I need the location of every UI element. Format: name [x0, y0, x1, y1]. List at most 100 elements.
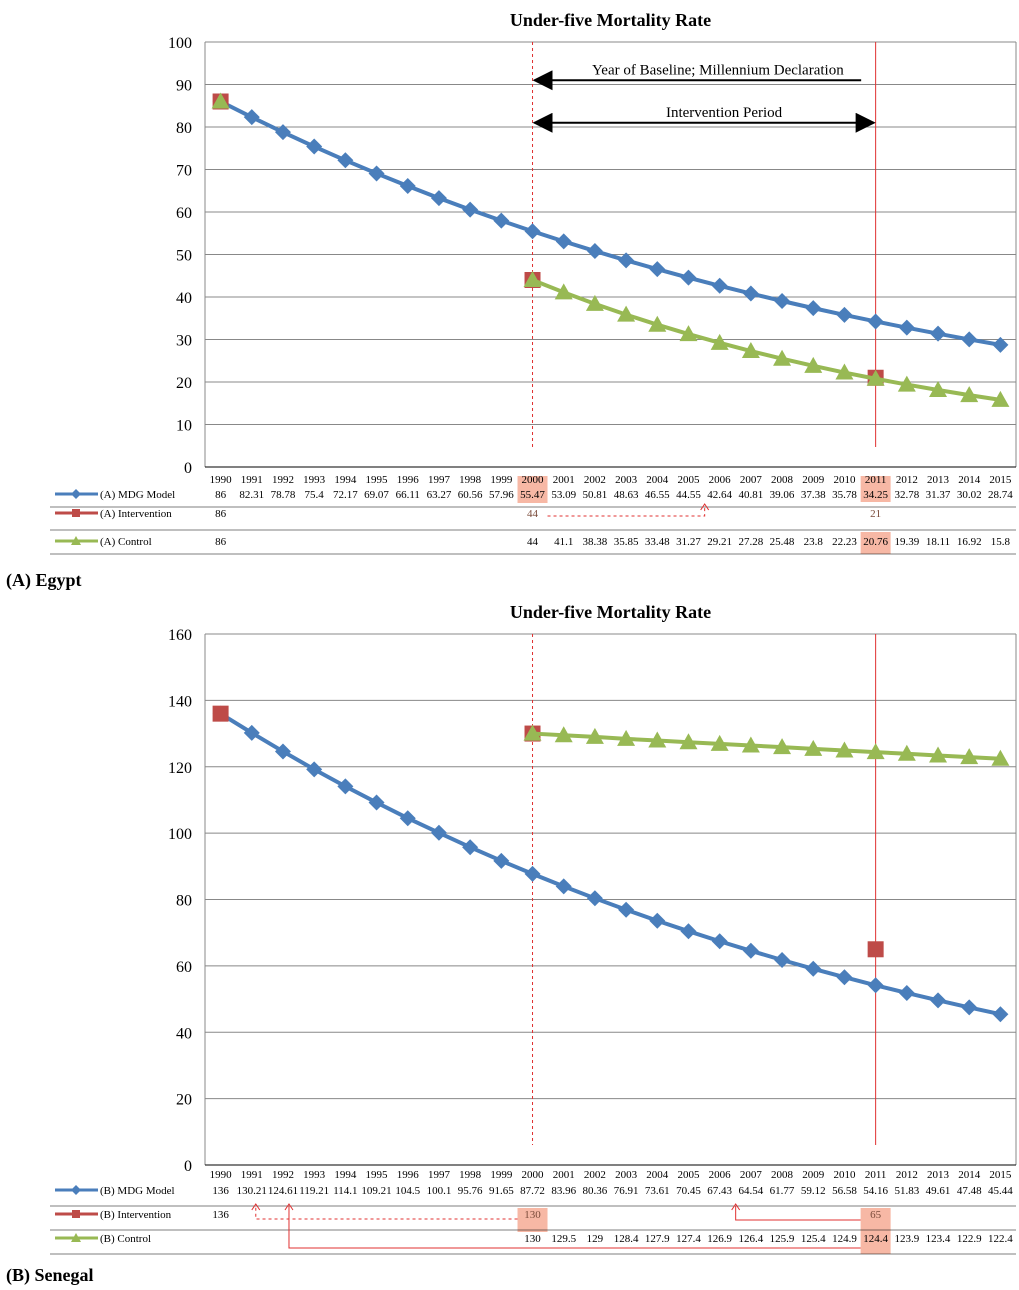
data-point-triangle [991, 390, 1010, 407]
data-point-diamond [711, 277, 728, 294]
y-tick-label: 40 [176, 290, 192, 307]
data-point-triangle [679, 733, 698, 750]
data-point-triangle [773, 738, 792, 755]
table-cell: 119.21 [299, 1185, 329, 1197]
table-cell: 50.81 [583, 489, 608, 501]
table-cell: 30.02 [957, 489, 982, 501]
y-tick-label: 60 [176, 959, 192, 976]
data-point-diamond [524, 223, 541, 240]
data-point-triangle [835, 363, 854, 380]
data-point-diamond [399, 810, 416, 827]
data-point-triangle [710, 734, 729, 751]
data-point-diamond [618, 252, 635, 269]
data-point-diamond [586, 243, 603, 260]
data-point-triangle [211, 92, 230, 109]
data-point-triangle [523, 724, 542, 741]
table-cell: 78.78 [271, 489, 296, 501]
table-cell: 72.17 [333, 489, 358, 501]
y-tick-label: 100 [168, 826, 192, 843]
data-point-triangle [960, 386, 979, 403]
y-tick-label: 120 [168, 760, 192, 777]
table-cell: 15.8 [991, 536, 1011, 548]
x-tick-label: 1999 [490, 474, 513, 486]
table-cell: 31.37 [926, 489, 951, 501]
table-cell: 31.27 [676, 536, 701, 548]
data-point-diamond [337, 152, 354, 169]
table-cell: 125.9 [770, 1233, 795, 1245]
y-tick-label: 100 [168, 35, 192, 52]
table-cell: 47.48 [957, 1185, 982, 1197]
x-tick-label: 2010 [833, 1169, 856, 1181]
legend-label: (A) MDG Model [100, 489, 175, 501]
table-cell: 124.4 [863, 1233, 888, 1245]
table-cell: 60.56 [458, 489, 483, 501]
y-tick-label: 40 [176, 1025, 192, 1042]
table-cell: 100.1 [427, 1185, 452, 1197]
table-cell: 75.4 [305, 489, 325, 501]
table-cell: 130.21 [237, 1185, 267, 1197]
x-tick-label: 2007 [740, 1169, 763, 1181]
table-cell: 125.4 [801, 1233, 826, 1245]
table-cell: 39.06 [770, 489, 795, 501]
data-point-triangle [929, 381, 948, 398]
data-point-diamond [680, 269, 697, 286]
table-cell: 114.1 [333, 1185, 357, 1197]
table-cell: 20.76 [863, 536, 888, 548]
table-cell: 16.92 [957, 536, 982, 548]
x-tick-label: 2011 [865, 474, 887, 486]
data-point-diamond [774, 292, 791, 309]
x-tick-label: 2002 [584, 474, 606, 486]
data-point-triangle [960, 748, 979, 765]
data-point-triangle [804, 356, 823, 373]
data-point-diamond [649, 912, 666, 929]
legend-label: (A) Intervention [100, 508, 172, 520]
x-tick-label: 1994 [334, 474, 357, 486]
table-highlight [860, 1208, 891, 1232]
x-tick-label: 1998 [459, 1169, 482, 1181]
table-cell: 80.36 [583, 1185, 608, 1197]
y-tick-label: 10 [176, 418, 192, 435]
data-point-diamond [493, 852, 510, 869]
data-point-diamond [243, 724, 260, 741]
x-tick-label: 1991 [241, 474, 263, 486]
y-tick-label: 80 [176, 893, 192, 910]
data-point-diamond [961, 999, 978, 1016]
x-tick-label: 2013 [927, 474, 950, 486]
annotation-label: Intervention Period [666, 105, 783, 121]
table-highlight [860, 476, 891, 502]
data-point-triangle [741, 342, 760, 359]
data-point-diamond [774, 952, 791, 969]
table-cell: 122.4 [988, 1233, 1013, 1245]
legend-label: (B) MDG Model [100, 1185, 175, 1197]
table-cell: 44.55 [676, 489, 701, 501]
data-point-triangle [617, 729, 636, 746]
x-tick-label: 2000 [522, 474, 545, 486]
table-cell: 76.91 [614, 1185, 639, 1197]
series-line [532, 731, 1001, 761]
table-cell: 122.9 [957, 1233, 982, 1245]
table-cell: 32.78 [894, 489, 919, 501]
data-point-diamond [618, 901, 635, 918]
x-tick-label: 2013 [927, 1169, 950, 1181]
data-point-triangle [523, 271, 542, 287]
x-tick-label: 2014 [958, 474, 981, 486]
data-point-diamond [368, 165, 385, 182]
table-cell: 128.4 [614, 1233, 639, 1245]
data-point-diamond [867, 977, 884, 994]
x-tick-label: 2002 [584, 1169, 606, 1181]
x-tick-label: 2006 [709, 1169, 732, 1181]
connector-arrowhead [700, 503, 710, 511]
chart-panel-senegal: Under-five Mortality Rate 0 20 40 60 80 100 120… [6, 602, 1017, 1286]
data-point-diamond [836, 969, 853, 986]
data-point-diamond [742, 285, 759, 302]
data-point-diamond [430, 190, 447, 207]
data-point-diamond [680, 923, 697, 940]
table-cell: 86 [215, 489, 227, 501]
table-cell: 22.23 [832, 536, 857, 548]
table-cell: 51.83 [894, 1185, 919, 1197]
table-cell: 91.65 [489, 1185, 514, 1197]
table-cell: 123.4 [926, 1233, 951, 1245]
x-tick-label: 2009 [802, 474, 825, 486]
x-tick-label: 2012 [896, 1169, 918, 1181]
table-cell: 67.43 [707, 1185, 732, 1197]
